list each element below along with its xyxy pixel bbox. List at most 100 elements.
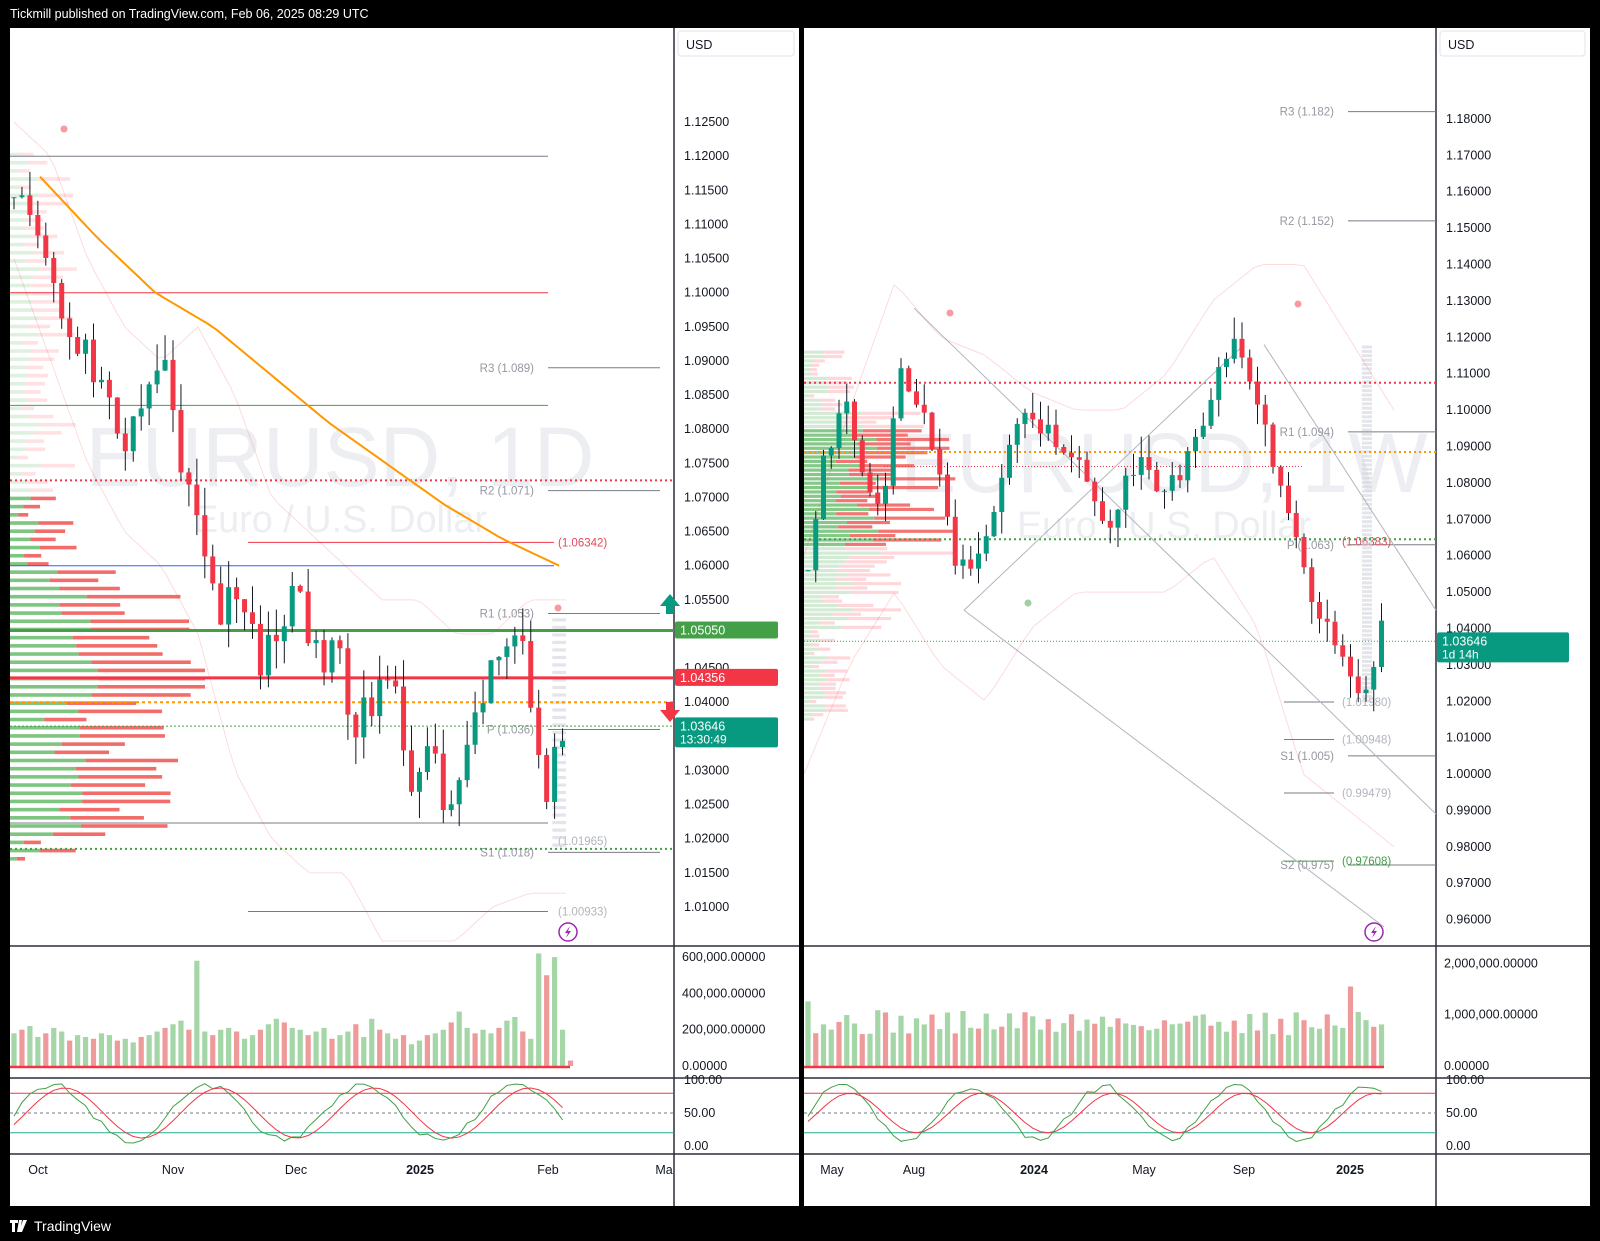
- time-axis-tick: Oct: [28, 1163, 48, 1177]
- candle-body: [1309, 567, 1315, 603]
- price-axis-tick: 1.07500: [684, 456, 729, 470]
- time-axis-tick: May: [820, 1163, 844, 1177]
- candle-body: [945, 474, 950, 517]
- volume-profile-bar: [804, 603, 839, 608]
- volume-profile-bar: [57, 570, 116, 574]
- currency-button[interactable]: [1439, 30, 1586, 57]
- volume-profile-bar: [804, 590, 852, 594]
- volume-profile-bar: [33, 431, 62, 435]
- session-volume-bar: [1361, 384, 1372, 388]
- price-axis-tick: 1.15000: [1446, 221, 1491, 235]
- volume-bar: [1363, 1020, 1369, 1066]
- candle-body: [273, 634, 279, 642]
- left-chart-panel[interactable]: EURUSD, 1D Euro / U.S. Dollar USD 1.12500 1.…: [10, 28, 799, 1206]
- stochastic-k-line: [807, 1083, 1382, 1143]
- volume-profile-bar: [24, 365, 44, 370]
- currency-label[interactable]: USD: [1448, 38, 1474, 52]
- volume-profile-bar: [10, 725, 80, 730]
- volume-profile-bar: [804, 534, 850, 538]
- candle-body: [98, 379, 104, 383]
- volume-profile-bar: [10, 357, 30, 362]
- candle-body: [1146, 457, 1152, 470]
- volume-profile-bar: [804, 691, 825, 695]
- session-volume-bar: [1362, 694, 1372, 698]
- candle-body: [1131, 474, 1136, 476]
- price-axis-tick: 1.11000: [1446, 367, 1490, 381]
- oscillator-axis-tick: 100.00: [1446, 1073, 1484, 1087]
- volume-profile-bar: [813, 713, 824, 717]
- volume-bar: [82, 1036, 89, 1066]
- candle-body: [1045, 424, 1051, 434]
- candle-body: [154, 370, 160, 385]
- session-volume-bar: [1361, 524, 1372, 528]
- oscillator-axis-tick: 0.00: [1446, 1139, 1470, 1153]
- volume-bar: [913, 1018, 920, 1066]
- volume-profile-bar: [828, 385, 854, 389]
- volume-profile-bar: [819, 682, 836, 686]
- volume-bar: [1340, 1027, 1346, 1066]
- volume-bar: [241, 1038, 248, 1066]
- volume-profile-bar: [839, 564, 875, 568]
- right-chart-panel[interactable]: EURUSD, 1W Euro / U.S. Dollar USD 1.18000 1.…: [804, 28, 1590, 1206]
- volume-profile-bar: [855, 433, 908, 437]
- envelope-upper: [13, 121, 566, 635]
- candle-body: [1115, 509, 1121, 528]
- volume-profile-bar: [10, 259, 27, 263]
- volume-profile-bar: [810, 630, 818, 634]
- pivot-label: R3 (1.182): [1280, 107, 1335, 119]
- volume-bar: [999, 1026, 1005, 1066]
- volume-profile-bar: [10, 201, 37, 206]
- candle-body: [952, 516, 958, 566]
- candle-body: [512, 635, 518, 647]
- volume-profile-bar: [804, 485, 872, 490]
- volume-profile-bar: [59, 586, 120, 591]
- volume-profile-bar: [878, 529, 953, 533]
- candle-body: [377, 679, 383, 717]
- volume-profile-bar: [819, 621, 835, 625]
- candle-body: [59, 282, 65, 319]
- volume-bar: [456, 1011, 462, 1066]
- volume-bar: [1216, 1021, 1222, 1066]
- candle-body: [805, 570, 811, 572]
- volume-profile-bar: [10, 652, 79, 656]
- session-volume-bar: [552, 798, 566, 802]
- volume-bar: [1138, 1026, 1144, 1066]
- volume-profile-bar: [10, 537, 31, 542]
- volume-profile-bar: [10, 570, 58, 574]
- candle-body: [313, 640, 319, 644]
- volume-profile-bar: [862, 411, 921, 415]
- currency-button[interactable]: [677, 30, 795, 57]
- volume-profile-bar: [97, 684, 205, 689]
- volume-profile-bar: [20, 152, 34, 157]
- volume-bar: [170, 1024, 176, 1066]
- volume-profile-bar: [10, 488, 30, 493]
- volume-bar: [1022, 1012, 1028, 1066]
- volume-profile-bar: [824, 691, 846, 695]
- volume-profile-bar: [10, 300, 33, 304]
- session-volume-bar: [552, 775, 566, 780]
- volume-bar: [361, 1036, 367, 1066]
- tradingview-logo[interactable]: TradingView: [10, 1218, 111, 1234]
- volume-profile-bar: [91, 660, 191, 665]
- volume-profile-bar: [836, 568, 870, 573]
- volume-profile-bar: [804, 699, 811, 704]
- candle-body: [194, 484, 200, 516]
- volume-profile-bar: [804, 595, 822, 599]
- session-volume-bar: [552, 745, 566, 750]
- volume-profile-bar: [61, 611, 125, 615]
- volume-profile-bar: [804, 499, 836, 503]
- volume-bar: [1099, 1016, 1106, 1066]
- volume-profile-bar: [19, 185, 32, 190]
- volume-profile-bar: [33, 275, 63, 280]
- volume-profile-bar: [10, 152, 21, 157]
- candle-body: [321, 640, 327, 673]
- volume-profile-bar: [18, 169, 30, 173]
- volume-bar: [154, 1031, 160, 1066]
- candle-body: [1293, 513, 1299, 537]
- candle-body: [921, 404, 927, 413]
- currency-label[interactable]: USD: [686, 38, 712, 52]
- candle-body: [1154, 469, 1160, 492]
- volume-profile-bar: [10, 603, 60, 607]
